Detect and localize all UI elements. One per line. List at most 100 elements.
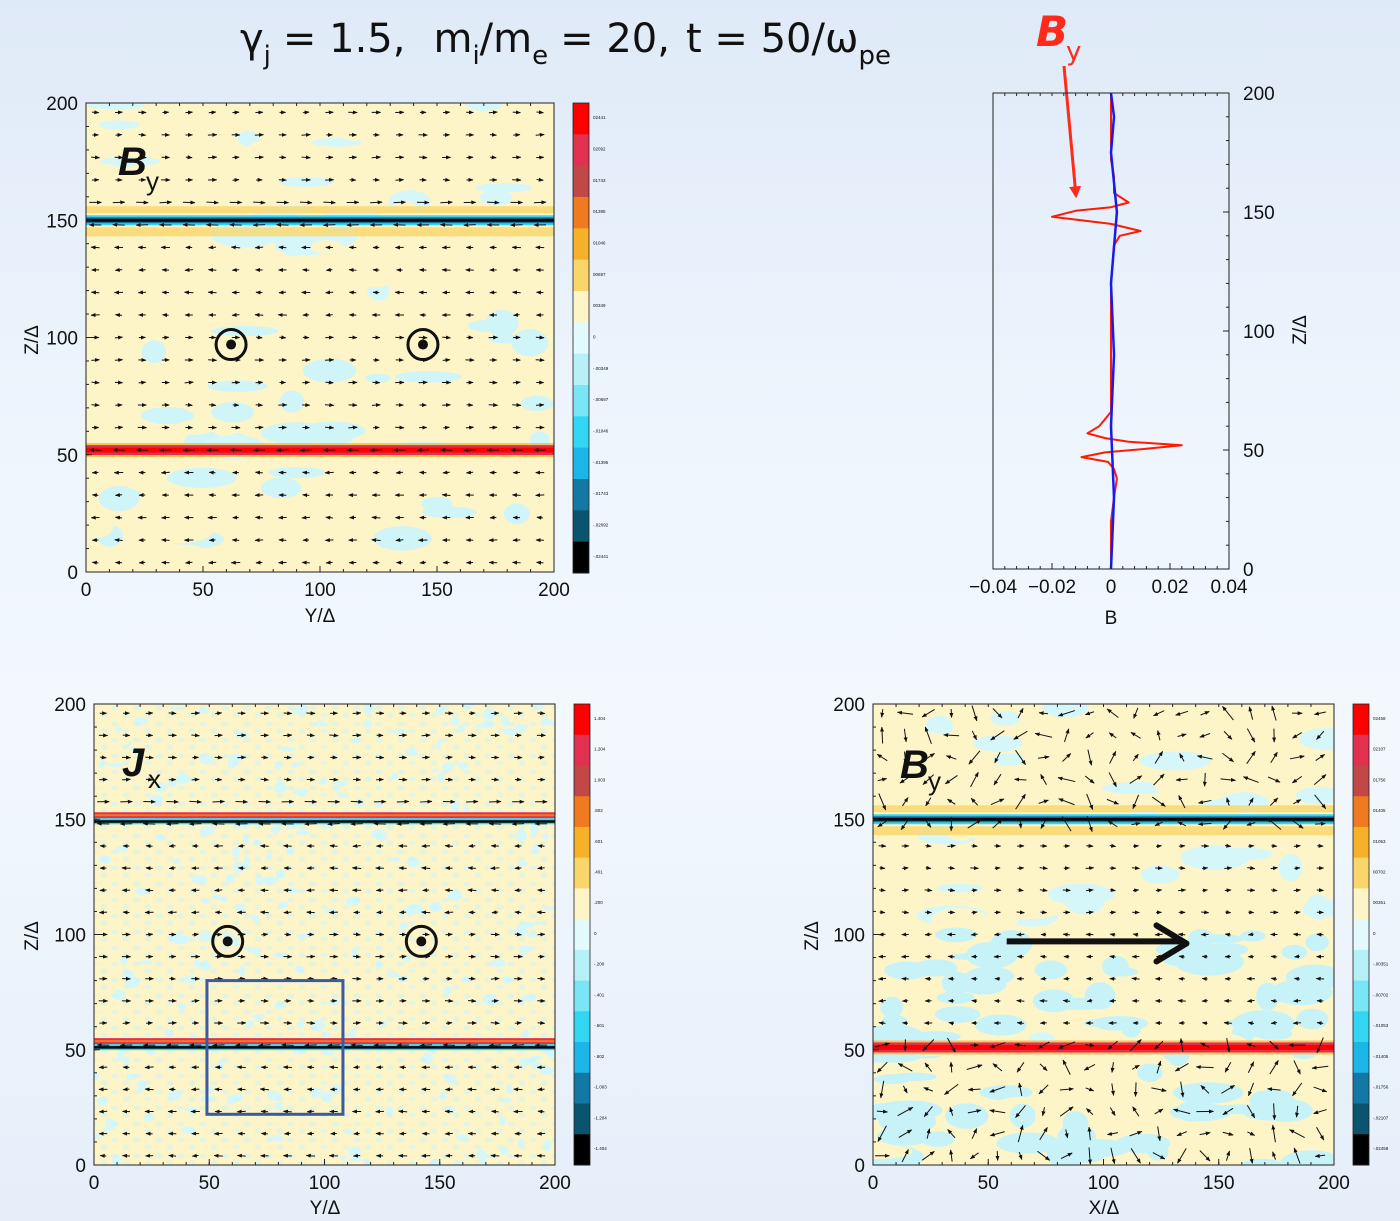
vector-arrow xyxy=(1246,750,1256,764)
vector-arrow xyxy=(284,777,292,782)
vector-arrow xyxy=(254,155,264,160)
vector-arrow xyxy=(513,132,521,137)
profile-lines xyxy=(1051,92,1183,570)
vector-arrow xyxy=(1246,821,1256,826)
vector-arrow xyxy=(442,110,451,115)
field-patch xyxy=(470,251,493,279)
colorbar-label: -1.404 xyxy=(594,1146,607,1151)
vector-arrow xyxy=(1267,1087,1281,1092)
vector-arrow xyxy=(236,1065,246,1070)
vector-arrow xyxy=(1176,1131,1187,1137)
field-patch xyxy=(1115,1133,1171,1154)
vector-arrow xyxy=(1177,932,1186,937)
vector-arrow xyxy=(514,910,522,915)
vector-arrow xyxy=(1315,753,1326,761)
vector-arrow xyxy=(490,976,500,981)
vector-arrow xyxy=(114,267,123,272)
vector-arrow xyxy=(1039,1127,1048,1141)
sheet-line xyxy=(873,817,1334,821)
colorbar-swatch xyxy=(1353,765,1369,797)
vector-arrow xyxy=(1154,1108,1164,1115)
vector-arrow xyxy=(535,132,545,137)
vector-arrow xyxy=(278,290,287,295)
vector-arrow xyxy=(352,777,362,782)
vector-arrow xyxy=(327,1043,340,1048)
vector-arrow xyxy=(878,998,886,1003)
vector-arrow xyxy=(1085,732,1094,739)
vector-arrow xyxy=(91,155,101,160)
colorbar-frame xyxy=(572,102,590,574)
vector-arrow xyxy=(1018,1151,1023,1161)
field-patch xyxy=(145,130,206,153)
field-patch xyxy=(994,902,1061,920)
vector-arrow xyxy=(903,728,908,743)
vector-arrow xyxy=(325,380,334,385)
vector-arrow xyxy=(491,777,500,782)
colorbar-label: 02458 xyxy=(1373,716,1386,721)
field-patch xyxy=(443,395,483,415)
vector-arrow xyxy=(1293,844,1301,849)
vector-arrow xyxy=(168,711,177,716)
vector-arrow xyxy=(1222,1131,1234,1136)
field-patch xyxy=(373,526,432,551)
colorbar-label: -.01756 xyxy=(1373,1085,1389,1090)
y-tick-label: 100 xyxy=(1243,322,1275,343)
vector-arrow xyxy=(301,560,310,565)
colorbar-swatch xyxy=(574,1103,590,1135)
vector-arrow xyxy=(879,888,886,893)
vector-arrow xyxy=(1271,705,1277,721)
vector-arrow xyxy=(192,932,199,937)
vector-arrow xyxy=(537,844,545,849)
colorbar-swatch xyxy=(1353,1011,1369,1043)
vector-arrow xyxy=(419,799,433,804)
colorbar-label: .601 xyxy=(594,839,603,844)
mass-slash: /m xyxy=(480,16,532,62)
vector-arrow xyxy=(1202,888,1208,893)
colorbar-swatch xyxy=(573,385,589,417)
vector-arrow xyxy=(168,1021,177,1026)
field-patch xyxy=(357,270,397,288)
vector-arrow xyxy=(992,1063,1003,1072)
highlight-box xyxy=(205,979,345,1116)
x-tick-label: 100 xyxy=(309,1173,341,1194)
vector-arrow xyxy=(306,1065,315,1070)
vector-arrow xyxy=(395,177,405,182)
field-patch xyxy=(949,952,1018,961)
colorbar-label: 0 xyxy=(594,931,597,936)
vector-arrow xyxy=(444,910,454,915)
vector-arrow xyxy=(537,866,545,871)
vector-arrow xyxy=(1201,1021,1208,1026)
vector-arrow xyxy=(1109,998,1116,1003)
vector-arrow xyxy=(468,932,476,937)
vector-arrow xyxy=(1200,710,1210,716)
vector-arrow xyxy=(325,425,335,430)
vector-arrow xyxy=(490,954,501,959)
vector-arrow xyxy=(970,932,978,937)
field-patch xyxy=(990,711,1020,726)
vector-arrow xyxy=(1269,1060,1279,1075)
vector-arrow xyxy=(1175,777,1188,782)
vector-arrow xyxy=(445,954,454,959)
vector-arrow xyxy=(1226,1038,1231,1053)
colorbar-label: 00702 xyxy=(1373,869,1386,874)
field-patch xyxy=(365,373,392,383)
vector-arrow xyxy=(1316,1037,1324,1054)
vector-arrow xyxy=(306,1131,314,1136)
y-tick-label: 50 xyxy=(844,1041,865,1062)
field-patch xyxy=(1305,933,1329,952)
vector-arrow xyxy=(947,844,956,849)
sheet-line xyxy=(86,218,554,222)
field-patch xyxy=(278,177,335,187)
vector-arrow xyxy=(994,866,1001,871)
vector-arrow xyxy=(1224,932,1231,937)
vector-arrow xyxy=(993,932,1001,937)
vector-arrow xyxy=(512,538,521,543)
field-noise xyxy=(94,704,555,1165)
vector-arrow xyxy=(325,560,333,565)
vector-arrow xyxy=(1038,711,1049,716)
vector-arrow xyxy=(1270,888,1278,893)
colorbar-swatch xyxy=(1353,857,1369,889)
vector-arrow xyxy=(254,313,264,318)
vector-arrow xyxy=(98,954,108,959)
vector-arrow xyxy=(207,155,218,160)
